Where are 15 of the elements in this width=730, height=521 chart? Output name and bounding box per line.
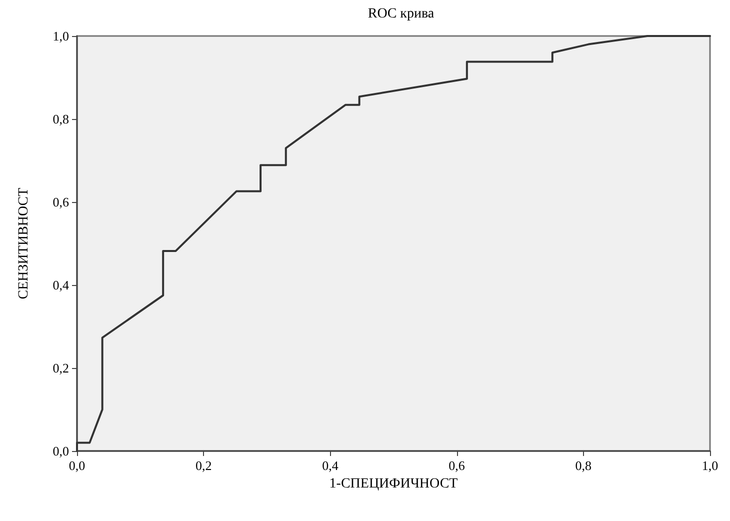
y-axis-title: СЕНЗИТИВНОСТ bbox=[16, 187, 32, 300]
y-tick-label: 0,8 bbox=[52, 112, 69, 126]
x-tick-label: 0,2 bbox=[195, 458, 212, 473]
x-axis-title: 1-СПЕЦИФИЧНОСТ bbox=[329, 476, 458, 492]
y-tick-label: 0,4 bbox=[52, 278, 70, 292]
y-tick-label: 1,0 bbox=[52, 28, 69, 44]
x-tick-label: 0,0 bbox=[68, 458, 86, 473]
y-tick-label: 0,0 bbox=[52, 444, 69, 458]
x-tick-label: 0,4 bbox=[322, 458, 339, 473]
x-tick-label: 0,8 bbox=[575, 458, 592, 473]
y-tick-label: 0,6 bbox=[52, 194, 70, 210]
x-tick-label: 1,0 bbox=[702, 458, 718, 473]
chart-title: ROC крива bbox=[368, 6, 435, 22]
y-tick-label: 0,2 bbox=[52, 360, 69, 376]
x-tick-label: 0,6 bbox=[448, 458, 466, 473]
